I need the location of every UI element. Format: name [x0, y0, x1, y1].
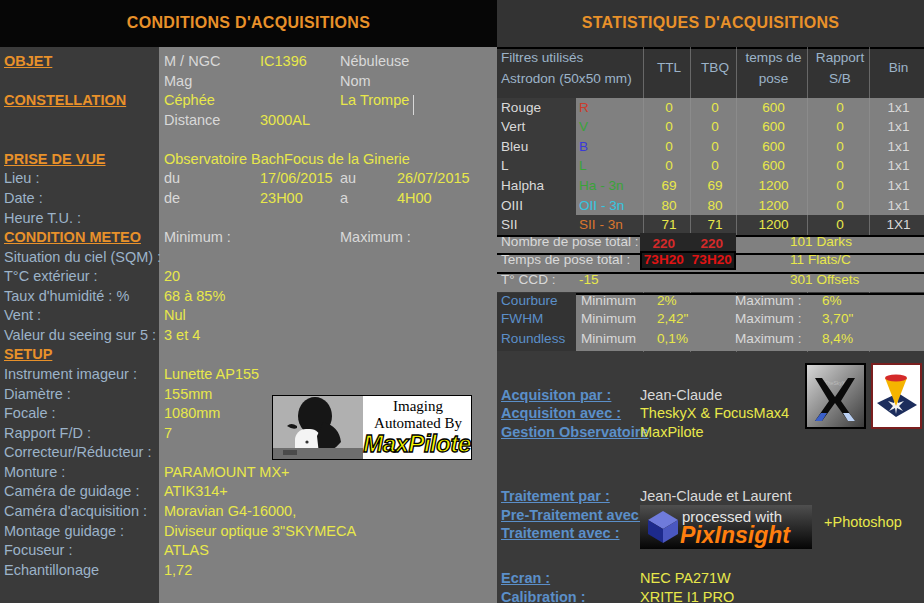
- svg-text:TheSkyX: TheSkyX: [825, 380, 846, 386]
